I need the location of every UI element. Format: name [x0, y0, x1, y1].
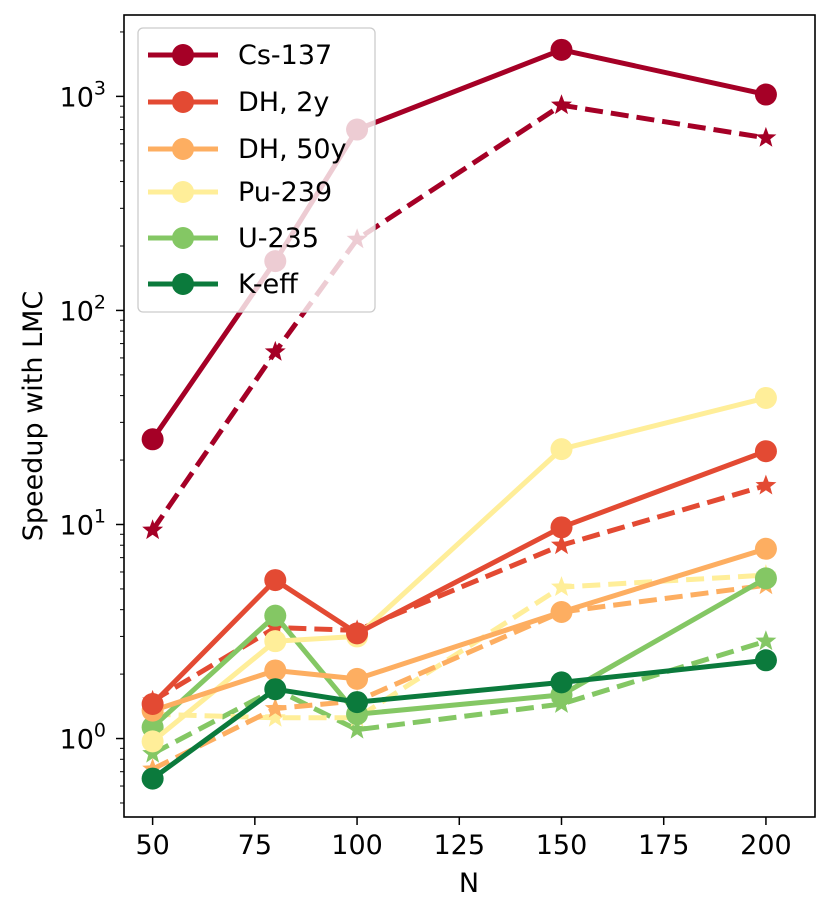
y-tick-label: 101 — [60, 505, 106, 541]
data-point-star — [346, 718, 368, 739]
data-point — [346, 691, 369, 714]
legend-label-dh-50y: DH, 50y — [238, 134, 347, 165]
data-point — [264, 630, 287, 653]
data-point-star — [755, 630, 777, 651]
data-point-star — [264, 706, 286, 727]
data-point — [141, 730, 164, 753]
plot-frame — [123, 14, 816, 818]
data-point — [141, 693, 164, 716]
data-point — [754, 649, 777, 672]
data-point — [264, 569, 287, 592]
x-tick-label: 75 — [238, 830, 272, 861]
legend-swatch-marker — [172, 91, 194, 113]
data-point — [754, 537, 777, 560]
data-point — [264, 604, 287, 627]
y-tick-label: 103 — [60, 77, 106, 113]
data-point — [550, 38, 573, 61]
legend: Cs-137 DH, 2y DH, 50y Pu-239 U-235 K-eff — [137, 27, 376, 313]
legend-label-cs-137: Cs-137 — [238, 40, 332, 71]
data-point-star — [264, 697, 286, 718]
data-point-star — [142, 519, 164, 540]
y-tick-label: 100 — [60, 720, 106, 756]
data-point — [550, 438, 573, 461]
data-point — [550, 671, 573, 694]
legend-label-u-235: U-235 — [238, 223, 319, 254]
x-axis-label: N — [459, 868, 479, 899]
data-point — [754, 440, 777, 463]
x-tick-label: 100 — [331, 830, 383, 861]
data-point — [754, 567, 777, 590]
data-point-star — [551, 576, 572, 596]
legend-swatch-marker — [172, 138, 194, 160]
legend-items — [148, 44, 218, 295]
legend-swatch-marker — [172, 273, 194, 295]
data-point — [754, 386, 777, 409]
legend-swatch-marker — [172, 44, 194, 66]
x-tick-label: 50 — [135, 830, 169, 861]
data-point-star — [264, 340, 286, 361]
legend-frame — [137, 27, 376, 313]
data-point — [141, 767, 164, 790]
data-point — [264, 659, 287, 682]
legend-swatch-marker — [172, 227, 194, 249]
data-point-star — [755, 126, 777, 147]
data-point-star — [551, 94, 572, 115]
legend-label-k-eff: K-eff — [238, 269, 299, 300]
y-tick-marks — [116, 95, 124, 740]
data-point — [264, 678, 287, 701]
data-point — [550, 601, 573, 624]
data-point — [346, 622, 369, 645]
legend-label-pu-239: Pu-239 — [238, 177, 332, 208]
data-point — [346, 667, 369, 690]
x-tick-label: 150 — [536, 830, 588, 861]
y-tick-label: 102 — [60, 291, 106, 327]
legend-swatch-marker — [172, 181, 194, 203]
data-point-star — [551, 534, 572, 555]
x-tick-label: 175 — [638, 830, 690, 861]
x-tick-label: 200 — [740, 830, 792, 861]
x-tick-label: 125 — [434, 830, 486, 861]
data-point — [754, 83, 777, 106]
y-axis-label: Speedup with LMC — [18, 291, 49, 542]
x-tick-marks — [151, 817, 767, 825]
data-point — [550, 516, 573, 539]
data-point-star — [755, 474, 777, 495]
data-point-star — [142, 742, 164, 763]
legend-label-dh-2y: DH, 2y — [238, 87, 329, 118]
data-point — [141, 428, 164, 451]
series-line-dashed — [151, 638, 767, 756]
